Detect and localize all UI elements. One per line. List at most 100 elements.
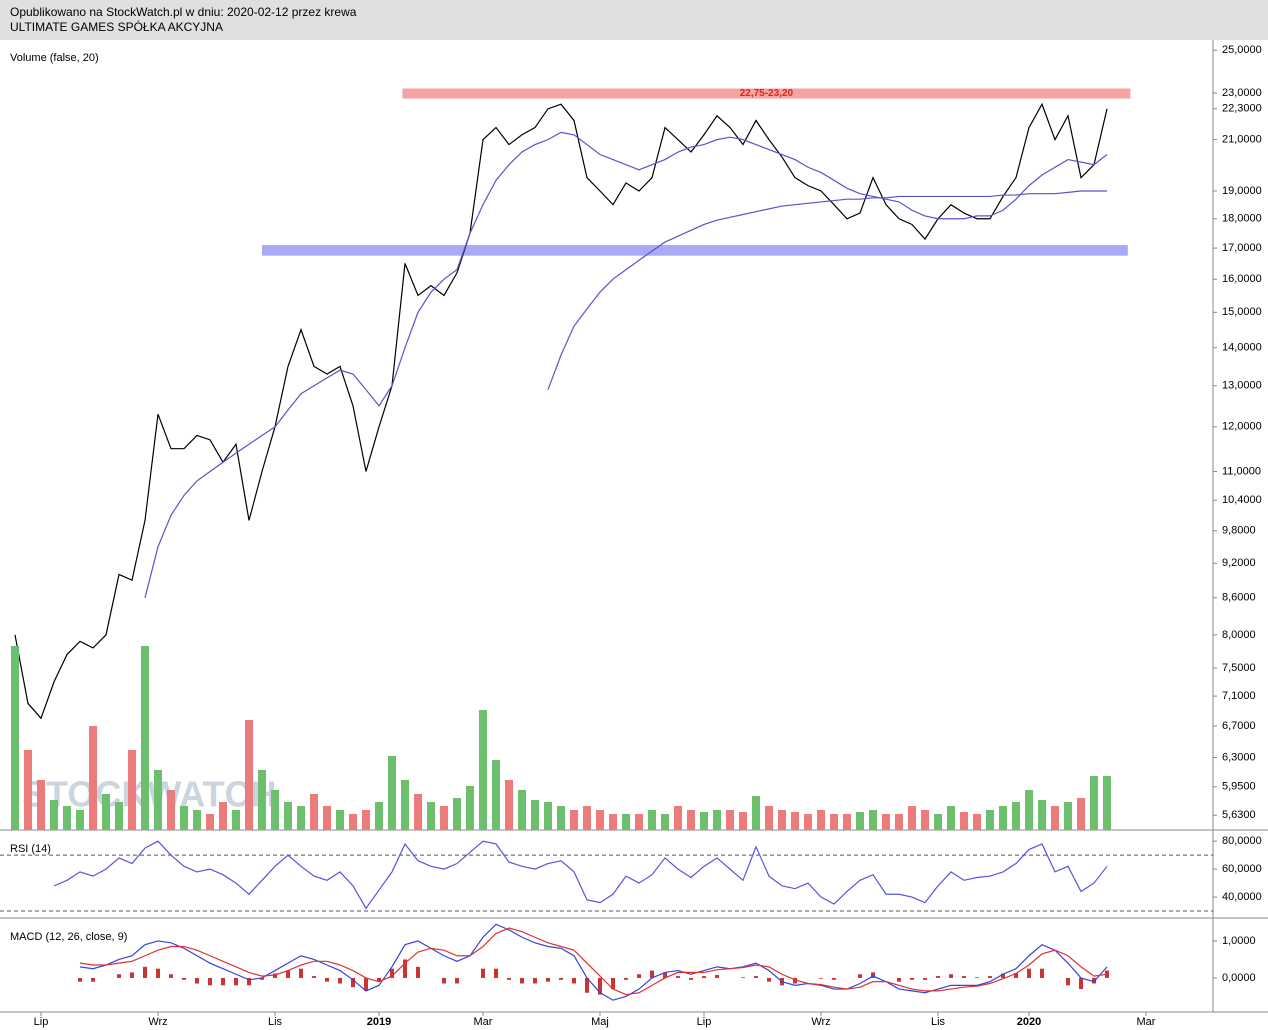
histogram-bar (1001, 973, 1005, 978)
volume-bar (622, 814, 630, 830)
histogram-bar (715, 974, 719, 978)
price-line (14, 102, 1108, 720)
histogram-bar (260, 977, 264, 980)
volume-bar (219, 802, 227, 830)
histogram-bar (1040, 968, 1044, 978)
histogram-bar (520, 977, 524, 984)
histogram-bar (273, 973, 277, 978)
histogram-bar (1092, 977, 1096, 984)
y-tick-label: 11,0000 (1222, 465, 1261, 477)
histogram-bar (819, 977, 823, 979)
volume-bar (128, 750, 136, 830)
histogram-bar (598, 977, 602, 995)
volume-bar (1103, 776, 1111, 830)
x-tick-label: Mar (1137, 1016, 1156, 1028)
x-tick-label: Lip (697, 1016, 712, 1028)
histogram-bar (650, 970, 654, 978)
volume-bar (895, 814, 903, 830)
volume-bar (505, 780, 513, 830)
y-tick-label: 7,1000 (1222, 690, 1256, 702)
panel-title: MACD (12, 26, close, 9) (10, 931, 127, 943)
y-tick-label: 8,0000 (1222, 629, 1256, 641)
volume-bar (557, 806, 565, 830)
histogram-bar (988, 976, 992, 978)
watermark: STOCKWATCH (22, 774, 277, 815)
histogram-bar (312, 976, 316, 978)
y-tick-label: 16,0000 (1222, 273, 1262, 285)
volume-bar (752, 796, 760, 830)
macd-line (79, 927, 1108, 996)
volume-bar (739, 812, 747, 830)
volume-bar (843, 814, 851, 830)
volume-bar (518, 790, 526, 830)
x-tick-label: Maj (591, 1016, 609, 1028)
histogram-bar (507, 977, 511, 980)
histogram-bar (572, 977, 576, 984)
histogram-bar (962, 976, 966, 978)
volume-bar (232, 810, 240, 830)
y-tick-label: 6,3000 (1222, 751, 1256, 763)
y-tick-label: 12,0000 (1222, 421, 1262, 433)
x-tick-label: Mar (474, 1016, 493, 1028)
histogram-bar (234, 977, 238, 986)
volume-bar (804, 814, 812, 830)
histogram-bar (338, 977, 342, 984)
volume-bar (882, 814, 890, 830)
histogram-bar (494, 968, 498, 978)
histogram-bar (689, 977, 693, 980)
volume-bar (76, 810, 84, 830)
zone (262, 245, 1128, 256)
volume-bar (999, 806, 1007, 830)
volume-bar (830, 814, 838, 830)
volume-bar (50, 800, 58, 830)
histogram-bar (559, 977, 563, 980)
volume-bar (1051, 806, 1059, 830)
volume-bar (388, 756, 396, 830)
macd-line (79, 923, 1108, 1001)
volume-bar (440, 806, 448, 830)
volume-bar (596, 810, 604, 830)
x-tick-label: Lip (34, 1016, 49, 1028)
histogram-bar (858, 974, 862, 978)
volume-bar (154, 770, 162, 830)
volume-bar (180, 806, 188, 830)
volume-bar (960, 812, 968, 830)
volume-bar (934, 814, 942, 830)
y-tick-label: 15,0000 (1222, 306, 1262, 318)
header-band (0, 0, 1268, 40)
zone-label: 22,75-23,20 (740, 88, 794, 99)
volume-bar (336, 810, 344, 830)
histogram-bar (897, 977, 901, 982)
histogram-bar (910, 977, 914, 980)
panel-title: Volume (false, 20) (10, 52, 99, 64)
histogram-bar (286, 970, 290, 978)
volume-bar (947, 806, 955, 830)
volume-bar (284, 802, 292, 830)
volume-bar (544, 802, 552, 830)
histogram-bar (624, 977, 628, 980)
histogram-bar (585, 977, 589, 993)
volume-bar (817, 810, 825, 830)
volume-bar (453, 798, 461, 830)
histogram-bar (923, 977, 927, 980)
published-note: Opublikowano na StockWatch.pl w dniu: 20… (10, 5, 357, 19)
histogram-bar (117, 974, 121, 978)
histogram-bar (247, 977, 251, 986)
histogram-bar (663, 972, 667, 978)
histogram-bar (1066, 977, 1070, 986)
histogram-bar (182, 977, 186, 980)
histogram-bar (416, 966, 420, 978)
histogram-bar (702, 976, 706, 978)
volume-bar (856, 812, 864, 830)
histogram-bar (195, 977, 199, 984)
x-tick-label: Wrz (148, 1016, 167, 1028)
volume-bar (973, 814, 981, 830)
x-tick-label: Wrz (811, 1016, 830, 1028)
volume-bar (687, 810, 695, 830)
histogram-bar (143, 966, 147, 978)
volume-bar (726, 810, 734, 830)
histogram-bar (767, 977, 771, 982)
y-tick-label: 10,4000 (1222, 494, 1262, 506)
histogram-bar (208, 977, 212, 986)
